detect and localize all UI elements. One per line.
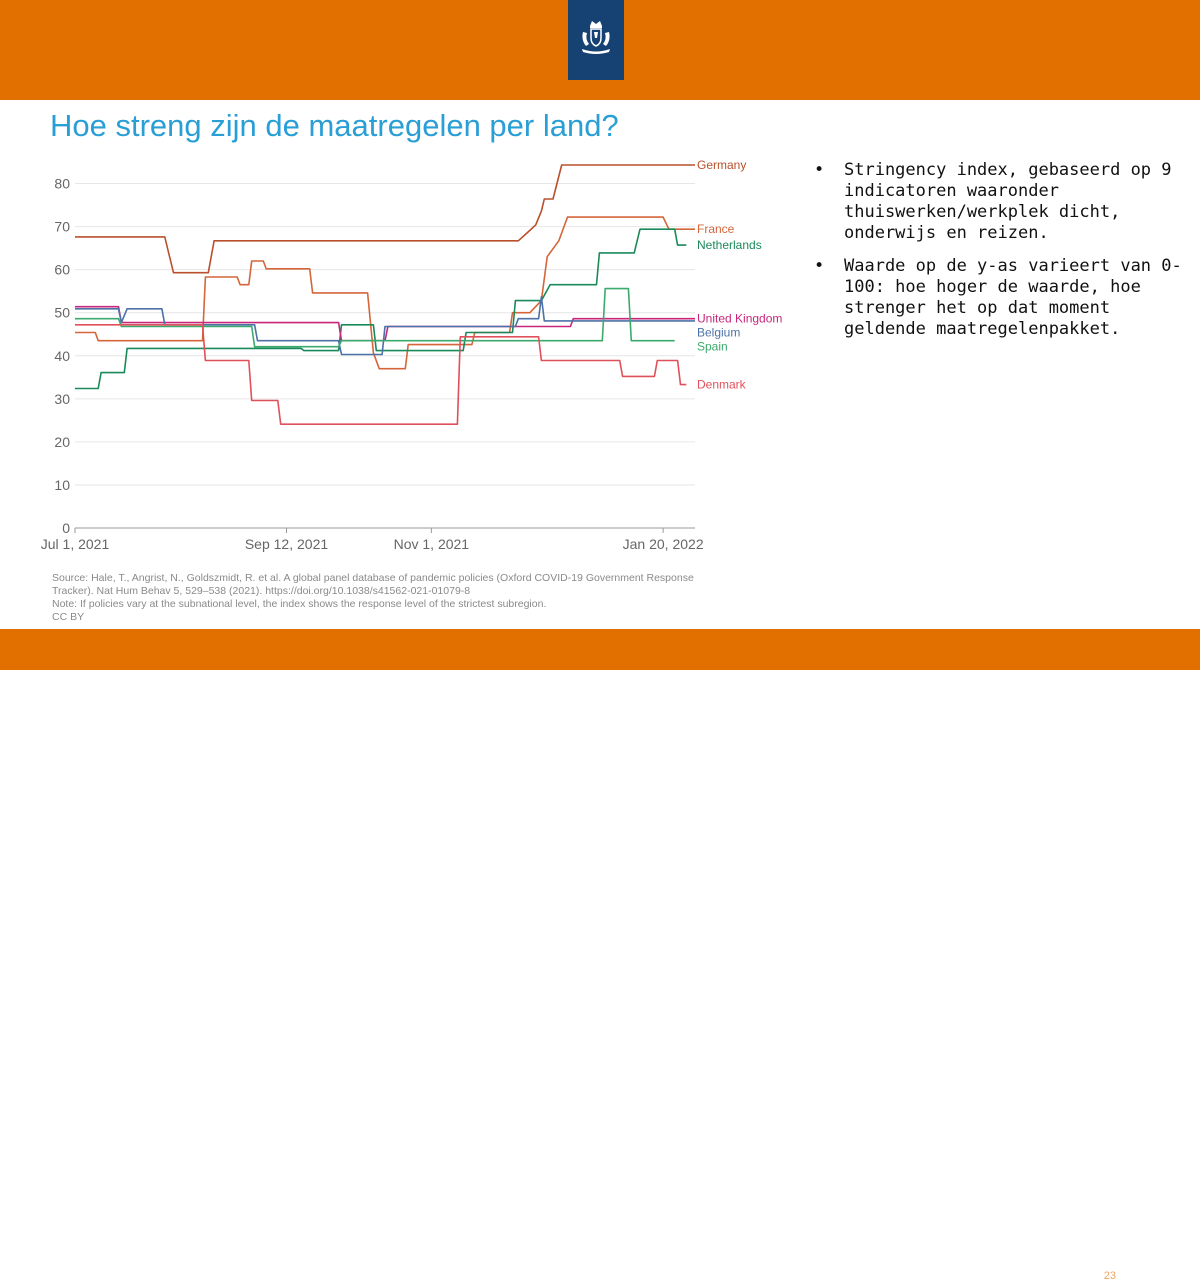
y-tick-label: 30: [54, 391, 70, 407]
y-tick-label: 70: [54, 219, 70, 235]
y-tick-label: 60: [54, 262, 70, 278]
y-tick-label: 0: [62, 520, 70, 536]
y-tick-label: 10: [54, 477, 70, 493]
bullet-text: Waarde op de y-as varieert van 0-100: ho…: [844, 256, 1182, 339]
y-tick-label: 40: [54, 348, 70, 364]
y-tick-label: 80: [54, 176, 70, 192]
x-tick-label: Nov 1, 2021: [394, 536, 470, 552]
bullet-list: • Stringency index, gebaseerd op 9 indica…: [812, 160, 1187, 352]
bullet-item: • Stringency index, gebaseerd op 9 indica…: [812, 160, 1187, 244]
source-note: Source: Hale, T., Angrist, N., Goldszmid…: [52, 572, 792, 624]
series-line: [75, 324, 687, 426]
x-tick-label: Sep 12, 2021: [245, 536, 329, 552]
coat-of-arms-icon: [582, 21, 610, 54]
series-label: United Kingdom: [697, 312, 782, 326]
bullet-item: • Waarde op de y-as varieert van 0-100: h…: [812, 256, 1187, 340]
x-axis: Jul 1, 2021 Sep 12, 2021 Nov 1, 2021 Jan 20…: [41, 528, 704, 552]
chart-series: [75, 164, 695, 426]
stringency-line-chart: 0 10 20 30 40 50 60 70 80 Jul 1, 2021 Sep 12, 202…: [41, 158, 783, 552]
x-tick-label: Jul 1, 2021: [41, 536, 110, 552]
source-line: Note: If policies vary at the subnationa…: [52, 598, 547, 610]
series-label: Denmark: [697, 378, 747, 392]
series-line: [75, 164, 695, 274]
slide-title: Hoe streng zijn de maatregelen per land?: [50, 108, 619, 143]
source-line: CC BY: [52, 611, 85, 623]
series-line: [75, 216, 695, 370]
header-band: [0, 0, 1200, 100]
page-number: 23: [1103, 1270, 1116, 1282]
bullet-marker: •: [814, 160, 825, 180]
chart-grid: [75, 183, 695, 529]
chart-legend: Germany France Netherlands United KingdomBe…: [697, 158, 782, 392]
y-axis: 0 10 20 30 40 50 60 70 80: [54, 176, 70, 536]
series-label: Germany: [697, 158, 746, 172]
source-line: Tracker). Nat Hum Behav 5, 529–538 (2021…: [52, 585, 471, 597]
footer-band: 23: [0, 629, 1200, 1282]
government-logo: [568, 0, 624, 80]
series-label: Belgium: [697, 326, 740, 340]
series-label: Netherlands: [697, 238, 762, 252]
bullet-text: Stringency index, gebaseerd op 9 indicat…: [844, 160, 1172, 243]
bullet-marker: •: [814, 256, 825, 276]
y-tick-label: 50: [54, 305, 70, 321]
series-line: [75, 296, 695, 356]
source-line: Source: Hale, T., Angrist, N., Goldszmid…: [52, 572, 694, 584]
series-line: [75, 228, 687, 390]
series-label: Spain: [697, 340, 728, 354]
y-tick-label: 20: [54, 434, 70, 450]
x-tick-label: Jan 20, 2022: [623, 536, 704, 552]
series-label: France: [697, 222, 735, 236]
